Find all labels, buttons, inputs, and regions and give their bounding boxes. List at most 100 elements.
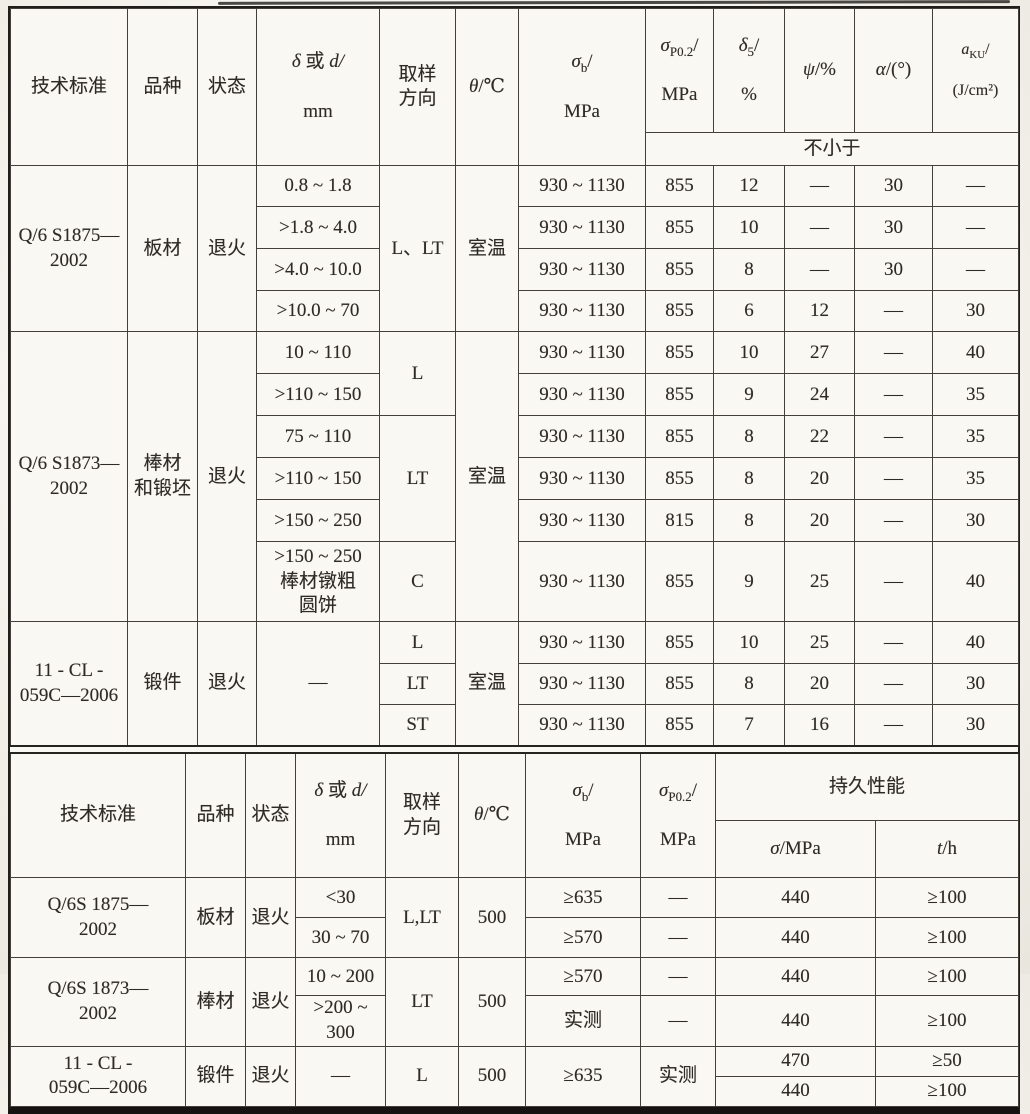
table-subheader-row: σ/MPa t/h [11,820,1020,879]
table-row: >150 ~ 250 930 ~ 1130 815 8 20 — 30 [11,499,1019,543]
cell-dimension: >1.8 ~ 4.0 [256,206,380,250]
cell-dimension: — [295,1045,386,1107]
cell-time: ≥50 [874,1045,1020,1077]
table-row: >150 ~ 250 棒材镦粗 圆饼 C 930 ~ 1130 855 9 25… [11,541,1019,623]
cell-variety: 锻件 [185,1045,246,1107]
table-subheader-row: 不小于 [11,132,1019,167]
header-psi: ψ/% [784,7,855,134]
cell-dimension: >110 ~ 150 [256,373,380,417]
cell-aku: — [932,206,1019,250]
table-frame: 技术标准 品种 状态 δ 或 d/ mm 取样 方向 θ/℃ σb/ MPa σ… [8,6,1020,1114]
sigma-b-unit: MPa [565,829,601,850]
cell-sigma-p02: 815 [645,499,714,543]
cell-alpha: — [854,373,933,417]
cell-psi: 16 [784,704,855,747]
cell-sigma-b: 930 ~ 1130 [518,457,646,501]
cell-aku: 35 [932,415,1019,459]
cell-psi: — [784,165,855,208]
cell-sigma-p02: 855 [645,541,714,623]
header-dimension: δ 或 d/ mm [295,752,386,879]
cell-direction: LT [385,957,459,1047]
cell-delta5: 9 [713,373,785,417]
dimension-unit: mm [303,100,333,122]
cell-aku: 30 [932,499,1019,543]
cell-temperature: 500 [458,877,526,959]
table-header-row: 技术标准 品种 状态 δ 或 d/ mm 取样 方向 θ/℃ σb/ MPa σ… [10,7,1019,167]
header-endurance: 持久性能 [714,752,1020,822]
cell-direction: LT [379,663,456,706]
cell-sigma-b: 930 ~ 1130 [518,165,646,208]
cell-direction: L [379,621,456,665]
cell-state: 退火 [245,877,296,959]
cell-sigma-p02: — [640,995,716,1047]
header-alpha: α/(°) [854,7,933,134]
cell-dimension: >200 ~ 300 [295,995,386,1047]
sigma-symbol: σ [770,837,780,859]
cell-state: 退火 [245,1045,296,1107]
header-direction: 取样 方向 [385,752,459,879]
cell-alpha: — [854,331,933,375]
cell-sigma-b: 930 ~ 1130 [518,621,646,665]
cell-sigma-p02: 855 [645,457,714,501]
header-aku: aKU/ (J/cm²) [932,7,1019,134]
header-state: 状态 [245,752,296,879]
cell-sigma-b: 930 ~ 1130 [518,663,646,706]
cell-temperature: 室温 [455,331,519,623]
cell-sigma-b: 930 ~ 1130 [518,248,646,292]
cell-alpha: — [854,499,933,543]
header-sigma-b: σb/ MPa [525,752,641,879]
psi-symbol: ψ [803,59,815,81]
aku-subscript: KU [969,48,986,61]
cell-aku: 40 [932,331,1019,375]
cell-delta5: 10 [713,206,785,250]
cell-psi: 25 [784,541,855,623]
cell-sigma-p02: — [640,877,716,919]
cell-psi: — [784,206,855,250]
header-variety: 品种 [185,752,246,879]
dimension-or-text: 或 [300,51,330,73]
table-row: 11 - CL - 059C—2006 锻件 退火 — L 室温 930 ~ 1… [10,621,1019,747]
cell-psi: 12 [784,290,855,333]
cell-delta5: 8 [713,457,785,501]
cell-dimension: — [256,621,380,747]
sigma-b-symbol: σ [571,51,581,73]
cell-sigma-b: 930 ~ 1130 [518,415,646,459]
cell-sigma-b: ≥635 [525,877,641,919]
cell-alpha: — [854,541,933,623]
header-direction: 取样 方向 [379,7,456,167]
cell-psi: — [784,248,855,292]
cell-delta5: 6 [713,290,785,333]
cell-sigma-b: 实测 [525,995,641,1047]
cell-delta5: 9 [713,541,785,623]
cell-aku: 30 [932,290,1019,333]
table-row: Q/6 S1875— 2002 板材 退火 0.8 ~ 1.8 L、LT 室温 … [10,165,1019,333]
cell-direction: LT [379,415,456,543]
cell-time: ≥100 [874,995,1020,1047]
cell-sigma-p02: 855 [645,248,714,292]
cell-dimension: >110 ~ 150 [256,457,380,501]
table-row: >4.0 ~ 10.0 930 ~ 1130 855 8 — 30 — [11,248,1019,292]
cell-sigma-p02: 855 [645,415,714,459]
sigma-p02-symbol: σ [659,779,669,801]
cell-dimension: 30 ~ 70 [295,917,386,959]
header-standard: 技术标准 [10,7,128,167]
table-row: >10.0 ~ 70 930 ~ 1130 855 6 12 — 30 [11,290,1019,333]
endurance-properties-table: 技术标准 品种 状态 δ 或 d/ mm 取样 方向 θ/℃ σb/ MPa σ… [10,751,1020,1107]
sigma-p02-unit: MPa [661,84,698,106]
cell-psi: 22 [784,415,855,459]
cell-psi: 25 [784,621,855,665]
cell-time: ≥100 [874,917,1020,959]
cell-aku: 40 [932,621,1019,665]
table-row: Q/6 S1873— 2002 棒材 和锻坯 退火 10 ~ 110 L 室温 … [10,331,1019,623]
cell-sigma-mpa: 440 [715,1075,876,1107]
header-sigma-p02: σP0.2/ MPa [645,7,714,134]
cell-direction: L、LT [379,165,456,333]
cell-sigma-p02: 855 [645,663,714,706]
header-not-less-than: 不小于 [645,132,1019,167]
cell-sigma-p02: 855 [645,621,714,665]
cell-alpha: 30 [854,165,933,208]
header-delta5: δ5/ % [713,7,785,134]
cell-variety: 锻件 [127,621,198,747]
cell-alpha: — [854,621,933,665]
cell-sigma-mpa: 440 [715,917,876,959]
